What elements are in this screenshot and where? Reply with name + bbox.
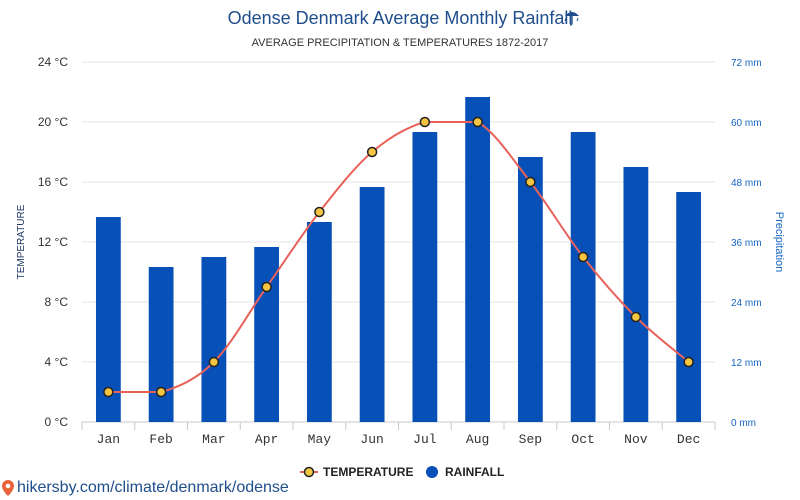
temperature-point[interactable] [525, 176, 536, 188]
source-link[interactable]: hikersby.com/climate/denmark/odense [2, 479, 289, 497]
x-tick-label: Jun [360, 432, 383, 447]
y-right-tick-label: 72 mm [731, 58, 762, 69]
temperature-curve [108, 121, 690, 393]
x-tick-label: Nov [624, 432, 648, 447]
rainfall-bar[interactable] [570, 132, 596, 422]
temperature-point[interactable] [683, 356, 694, 368]
rainfall-bar[interactable] [465, 97, 491, 422]
temperature-point[interactable] [419, 116, 431, 128]
legend-item-temperature[interactable]: TEMPERATURE [300, 465, 413, 479]
temperature-point[interactable] [208, 356, 220, 368]
temperature-point[interactable] [366, 146, 378, 158]
y-left-tick-label: 8 °C [45, 295, 69, 309]
x-tick-label: Jan [97, 432, 120, 447]
x-tick-label: Feb [149, 432, 172, 447]
y-left-tick-label: 16 °C [38, 175, 68, 189]
y-left-tick-label: 24 °C [38, 55, 68, 69]
rainfall-bar[interactable] [517, 157, 543, 422]
chart-subtitle: AVERAGE PRECIPITATION & TEMPERATURES 187… [252, 37, 549, 49]
temperature-point[interactable] [314, 206, 325, 218]
rainfall-bar[interactable] [306, 222, 332, 422]
location-pin-icon [2, 480, 14, 496]
rainfall-bar[interactable] [359, 187, 385, 422]
axis-ticks: 0 °C 0 mm 4 °C 12 mm 8 °C 24 mm 12 °C 36 mm 16 °… [38, 55, 762, 447]
y-right-tick-label: 60 mm [731, 118, 762, 129]
x-tick-label: Mar [202, 432, 225, 447]
y-left-tick-label: 0 °C [45, 415, 69, 429]
y-left-tick-label: 20 °C [38, 115, 68, 129]
legend-label-temperature: TEMPERATURE [323, 465, 413, 479]
chart-title: Odense Denmark Average Monthly Rainfall [228, 8, 573, 28]
rainfall-bar[interactable] [201, 257, 227, 422]
temperature-line [103, 116, 694, 398]
y-right-tick-label: 36 mm [731, 238, 762, 249]
rainfall-bars [95, 97, 702, 422]
y-right-tick-label: 0 mm [731, 418, 756, 429]
temperature-point[interactable] [577, 251, 589, 263]
x-tick-label: Jul [413, 432, 437, 447]
x-tick-label: Aug [466, 432, 489, 447]
y-left-tick-label: 12 °C [38, 235, 68, 249]
umbrella-rain-icon [564, 12, 579, 26]
rainfall-bar[interactable] [676, 192, 702, 422]
x-tick-label: Dec [677, 432, 700, 447]
x-tick-label: May [308, 432, 332, 447]
y-right-tick-label: 48 mm [731, 178, 762, 189]
y-right-axis-title: Precipitation [773, 212, 785, 273]
x-tick-label: Oct [571, 432, 594, 447]
temperature-point[interactable] [472, 116, 483, 128]
x-tick-label: Apr [255, 432, 278, 447]
legend-item-rainfall[interactable]: RAINFALL [426, 465, 504, 479]
y-right-tick-label: 24 mm [731, 298, 762, 309]
rainfall-bar[interactable] [623, 167, 649, 422]
legend: TEMPERATURE RAINFALL [300, 465, 504, 479]
x-tick-label: Sep [519, 432, 542, 447]
rainfall-bar[interactable] [148, 267, 174, 422]
temperature-point[interactable] [155, 386, 167, 398]
y-left-axis-title: TEMPERATURE [16, 204, 27, 279]
y-left-tick-label: 4 °C [45, 355, 69, 369]
y-right-tick-label: 12 mm [731, 358, 762, 369]
rainfall-bar[interactable] [412, 132, 438, 422]
temperature-point[interactable] [261, 281, 272, 293]
temperature-point[interactable] [630, 311, 642, 323]
source-text: hikersby.com/climate/denmark/odense [17, 479, 289, 496]
grid [81, 61, 716, 430]
legend-label-rainfall: RAINFALL [445, 465, 504, 479]
temperature-point[interactable] [103, 386, 114, 398]
